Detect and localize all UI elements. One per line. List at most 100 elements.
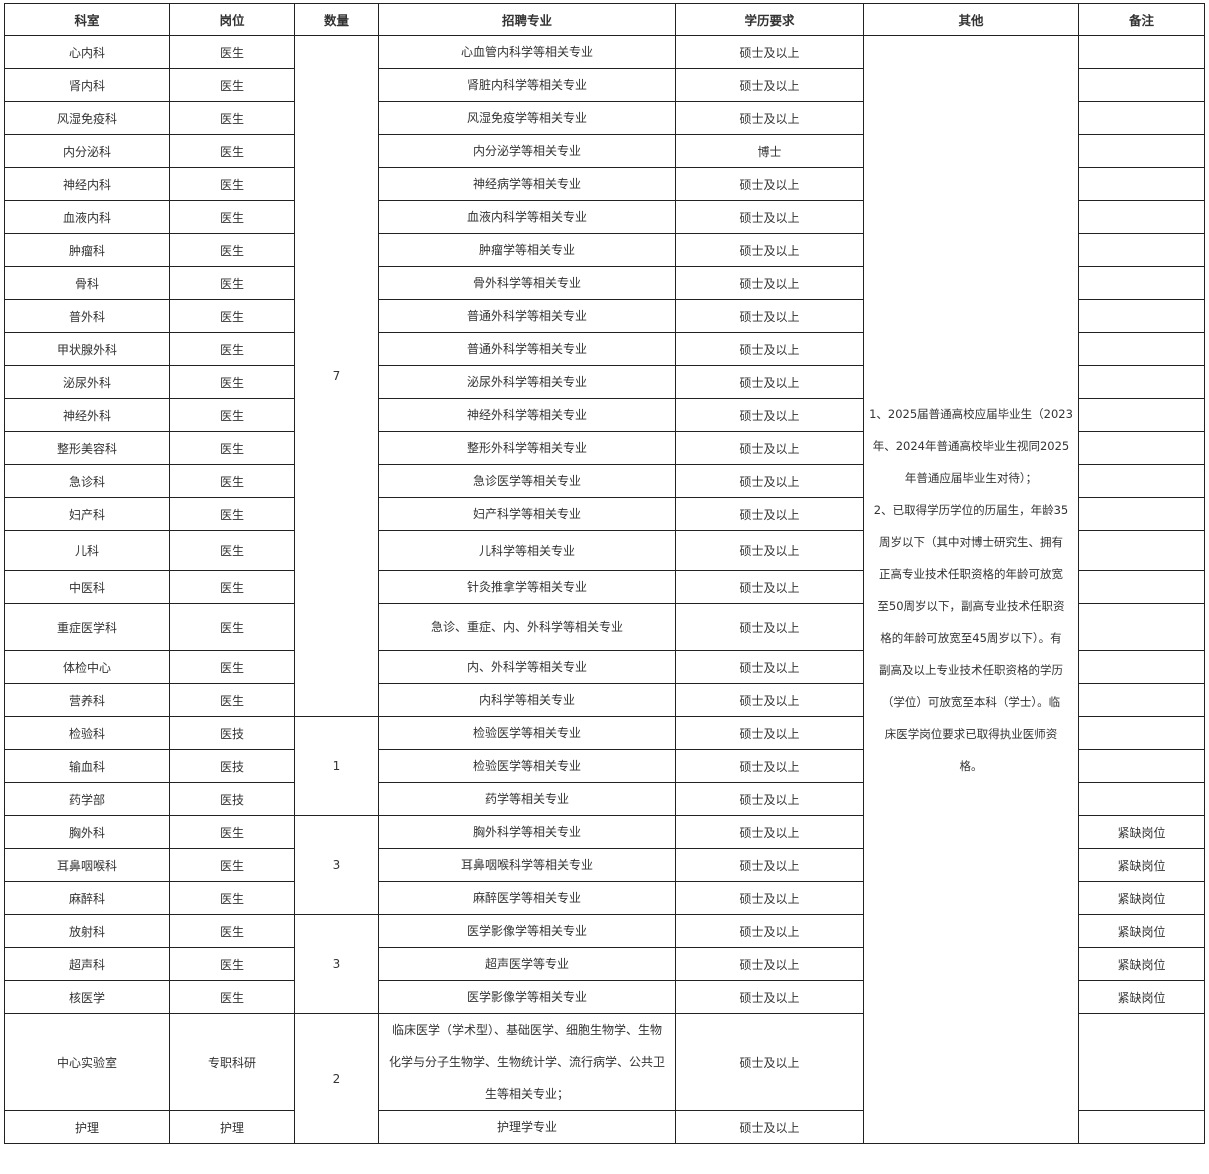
dept-cell: 重症医学科 xyxy=(4,603,170,651)
note-cell xyxy=(1078,749,1205,783)
major-cell: 儿科学等相关专业 xyxy=(378,530,676,571)
dept-cell: 甲状腺外科 xyxy=(4,332,170,366)
table-row: 心内科 医生 7 心血管内科学等相关专业 硕士及以上 1、2025届普通高校应届毕业生（2… xyxy=(4,35,1205,1144)
note-cell xyxy=(1078,497,1205,531)
table-row: 体检中心 医生 内、外科学等相关专业 硕士及以上 xyxy=(4,650,1205,684)
major-text: 胸外科学等相关专业 xyxy=(472,825,581,839)
dept-cell: 核医学 xyxy=(4,980,170,1014)
major-cell: 泌尿外科学等相关专业 xyxy=(378,365,676,399)
table-row: 神经内科 医生 神经病学等相关专业 硕士及以上 xyxy=(4,167,1205,201)
dept-cell: 检验科 xyxy=(4,716,170,750)
note-cell xyxy=(1078,101,1205,135)
quantity-cell: 3 xyxy=(294,815,379,915)
major-cell: 检验医学等相关专业 xyxy=(378,749,676,783)
table-row: 妇产科 医生 妇产科学等相关专业 硕士及以上 xyxy=(4,497,1205,531)
note-cell xyxy=(1078,530,1205,571)
post-cell: 医生 xyxy=(169,167,295,201)
education-cell: 硕士及以上 xyxy=(675,947,864,981)
education-cell: 硕士及以上 xyxy=(675,683,864,717)
major-cell: 胸外科学等相关专业 xyxy=(378,815,676,849)
table-row: 耳鼻咽喉科 医生 耳鼻咽喉科学等相关专业 硕士及以上 紧缺岗位 xyxy=(4,848,1205,882)
table-row: 护理 护理 护理学专业 硕士及以上 xyxy=(4,1110,1205,1144)
table-row: 超声科 医生 超声医学等专业 硕士及以上 紧缺岗位 xyxy=(4,947,1205,981)
dept-cell: 妇产科 xyxy=(4,497,170,531)
table-row: 中心实验室 专职科研 2 临床医学（学术型）、基础医学、细胞生物学、生物 化学与分子生物… xyxy=(4,1013,1205,1144)
major-cell: 内分泌学等相关专业 xyxy=(378,134,676,168)
major-cell: 心血管内科学等相关专业 xyxy=(378,35,676,69)
education-cell: 硕士及以上 xyxy=(675,266,864,300)
education-cell: 硕士及以上 xyxy=(675,1013,864,1111)
major-cell: 急诊、重症、内、外科学等相关专业 xyxy=(378,603,676,651)
post-cell: 专职科研 xyxy=(169,1013,295,1111)
dept-cell: 体检中心 xyxy=(4,650,170,684)
major-cell: 普通外科学等相关专业 xyxy=(378,299,676,333)
education-cell: 硕士及以上 xyxy=(675,980,864,1014)
header-major: 招聘专业 xyxy=(378,3,676,36)
major-cell: 神经病学等相关专业 xyxy=(378,167,676,201)
major-cell: 药学等相关专业 xyxy=(378,782,676,816)
education-cell: 硕士及以上 xyxy=(675,200,864,234)
major-text: 普通外科学等相关专业 xyxy=(466,309,587,323)
note-cell xyxy=(1078,266,1205,300)
note-cell: 紧缺岗位 xyxy=(1078,914,1205,948)
major-text: 整形外科学等相关专业 xyxy=(466,441,587,455)
education-cell: 硕士及以上 xyxy=(675,914,864,948)
major-text: 内科学等相关专业 xyxy=(478,693,575,707)
dept-cell: 血液内科 xyxy=(4,200,170,234)
note-cell: 紧缺岗位 xyxy=(1078,848,1205,882)
post-cell: 医生 xyxy=(169,603,295,651)
note-cell xyxy=(1078,464,1205,498)
major-text: 化学与分子生物学、生物统计学、流行病学、公共卫 xyxy=(388,1055,665,1069)
dept-cell: 胸外科 xyxy=(4,815,170,849)
major-text: 急诊、重症、内、外科学等相关专业 xyxy=(430,620,623,634)
education-cell: 硕士及以上 xyxy=(675,570,864,604)
education-cell: 硕士及以上 xyxy=(675,749,864,783)
major-cell: 医学影像学等相关专业 xyxy=(378,914,676,948)
education-cell: 硕士及以上 xyxy=(675,603,864,651)
recruitment-table: 科室 岗位 数量 招聘专业 学历要求 其他 备注 心内科 医生 7 心血管内科学等相关… xyxy=(4,3,1205,1144)
major-text: 风湿免疫学等相关专业 xyxy=(466,111,587,125)
post-cell: 护理 xyxy=(169,1110,295,1144)
major-text: 妇产科学等相关专业 xyxy=(472,507,581,521)
note-cell xyxy=(1078,782,1205,816)
dept-cell: 护理 xyxy=(4,1110,170,1144)
dept-cell: 儿科 xyxy=(4,530,170,571)
major-cell: 妇产科学等相关专业 xyxy=(378,497,676,531)
other-text-line: 1、2025届普通高校应届毕业生（2023 xyxy=(869,406,1073,421)
table-row: 重症医学科 医生 急诊、重症、内、外科学等相关专业 硕士及以上 xyxy=(4,603,1205,651)
post-cell: 医生 xyxy=(169,530,295,571)
note-cell xyxy=(1078,603,1205,651)
post-cell: 医生 xyxy=(169,134,295,168)
major-cell: 耳鼻咽喉科学等相关专业 xyxy=(378,848,676,882)
major-text: 耳鼻咽喉科学等相关专业 xyxy=(460,858,593,872)
post-cell: 医生 xyxy=(169,68,295,102)
dept-cell: 中心实验室 xyxy=(4,1013,170,1111)
education-cell: 硕士及以上 xyxy=(675,815,864,849)
post-cell: 医生 xyxy=(169,914,295,948)
major-cell: 骨外科学等相关专业 xyxy=(378,266,676,300)
table-row: 儿科 医生 儿科学等相关专业 硕士及以上 xyxy=(4,530,1205,571)
major-text: 肾脏内科学等相关专业 xyxy=(466,78,587,92)
note-cell xyxy=(1078,431,1205,465)
table-row: 肾内科 医生 肾脏内科学等相关专业 硕士及以上 xyxy=(4,68,1205,102)
table-row: 风湿免疫科 医生 风湿免疫学等相关专业 硕士及以上 xyxy=(4,101,1205,135)
note-cell xyxy=(1078,200,1205,234)
major-text: 骨外科学等相关专业 xyxy=(472,276,581,290)
dept-cell: 中医科 xyxy=(4,570,170,604)
education-cell: 硕士及以上 xyxy=(675,464,864,498)
dept-cell: 风湿免疫科 xyxy=(4,101,170,135)
post-cell: 医技 xyxy=(169,782,295,816)
quantity-cell: 3 xyxy=(294,914,379,1014)
note-cell xyxy=(1078,167,1205,201)
major-text: 血液内科学等相关专业 xyxy=(466,210,587,224)
post-cell: 医生 xyxy=(169,35,295,69)
table-row: 药学部 医技 药学等相关专业 硕士及以上 xyxy=(4,782,1205,816)
note-cell xyxy=(1078,1013,1205,1111)
major-cell: 临床医学（学术型）、基础医学、细胞生物学、生物 化学与分子生物学、生物统计学、流行… xyxy=(378,1013,676,1111)
major-cell: 内、外科学等相关专业 xyxy=(378,650,676,684)
table-row: 甲状腺外科 医生 普通外科学等相关专业 硕士及以上 xyxy=(4,332,1205,366)
major-cell: 麻醉医学等相关专业 xyxy=(378,881,676,915)
education-cell: 硕士及以上 xyxy=(675,35,864,69)
major-text: 麻醉医学等相关专业 xyxy=(472,891,581,905)
education-cell: 硕士及以上 xyxy=(675,782,864,816)
